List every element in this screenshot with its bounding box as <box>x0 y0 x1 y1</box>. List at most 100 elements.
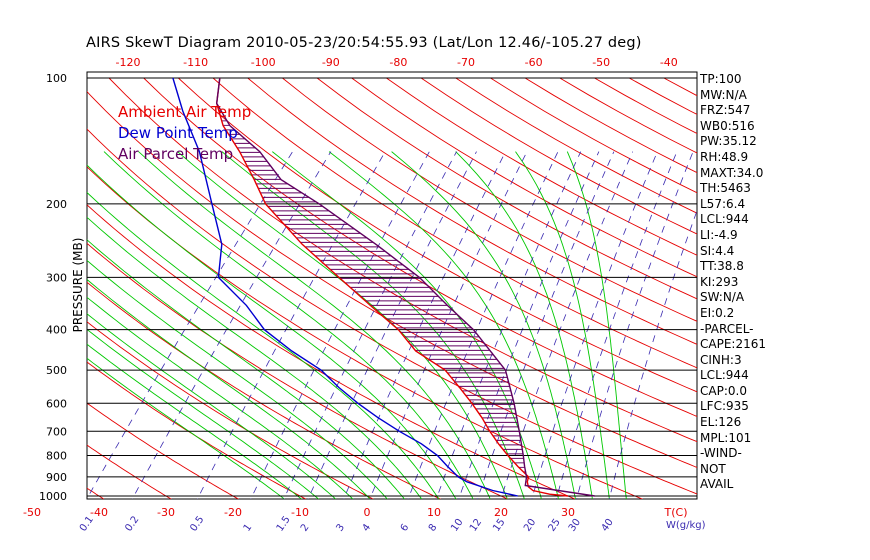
bottom-temp-unit: T(C) <box>664 506 688 519</box>
dry-adiabat-line <box>455 77 697 214</box>
dry-adiabat-line <box>0 78 45 505</box>
top-temp-tick-label: -70 <box>457 56 475 69</box>
stability-index-item: SI:4.4 <box>700 243 735 258</box>
bottom-temp-tick-label: 0 <box>364 506 371 519</box>
dry-adiabat-line <box>87 90 697 468</box>
dry-adiabat-line <box>87 361 307 499</box>
dry-adiabat-line <box>282 77 697 322</box>
stability-index-item: TH:5463 <box>700 181 751 196</box>
stability-index-item: NOT <box>700 461 726 476</box>
mixing-ratio-tick-label: 15 <box>491 517 507 534</box>
pressure-tick-label: 600 <box>46 397 67 410</box>
top-temp-tick-label: -40 <box>660 56 678 69</box>
dry-adiabat-line <box>87 204 577 499</box>
dry-adiabat-line <box>386 77 697 256</box>
stability-index-item: -PARCEL- <box>700 321 754 336</box>
dry-adiabat-line <box>247 77 697 345</box>
top-temp-tick-label: -110 <box>183 56 208 69</box>
dry-adiabat-line <box>177 77 697 393</box>
pressure-tick-label: 100 <box>46 72 67 85</box>
top-temp-tick-label: -120 <box>116 56 141 69</box>
legend-ambient: Ambient Air Temp <box>118 103 251 121</box>
bottom-temp-tick-label: 20 <box>494 506 508 519</box>
stability-index-item: MW:N/A <box>700 87 747 102</box>
dry-adiabat-line <box>108 77 697 443</box>
mixing-ratio-tick-label: 2 <box>299 522 312 534</box>
stability-index-item: CAPE:2161 <box>700 337 766 352</box>
mixing-ratio-tick-label: 0.5 <box>188 514 206 533</box>
top-temp-tick-label: -100 <box>251 56 276 69</box>
stability-index-item: FRZ:547 <box>700 103 751 118</box>
pressure-tick-label: 500 <box>46 364 67 377</box>
stability-index-item: TP:100 <box>700 72 742 86</box>
stability-index-item: WB0:516 <box>700 118 755 133</box>
legend-dewpoint: Dew Point Temp <box>118 124 238 142</box>
pressure-tick-label: 1000 <box>39 490 67 503</box>
stability-index-item: L57:6.4 <box>700 196 746 211</box>
bottom-temp-tick-label: -50 <box>23 506 41 519</box>
plot-frame <box>86 71 698 500</box>
stability-index-item: AVAIL <box>700 477 734 492</box>
top-temp-tick-label: -90 <box>322 56 340 69</box>
mixing-ratio-line <box>477 151 615 499</box>
dry-adiabat-line <box>524 77 697 174</box>
dry-adiabat-line <box>143 77 697 417</box>
chart-title: AIRS SkewT Diagram 2010-05-23/20:54:55.9… <box>86 35 642 51</box>
pressure-tick-label: 400 <box>46 324 67 337</box>
stability-index-item: MPL:101 <box>700 430 752 445</box>
dry-adiabat-line <box>87 281 442 499</box>
dry-adiabat-line <box>316 77 697 300</box>
mixing-ratio-tick-label: 8 <box>427 522 440 534</box>
stability-index-item: MAXT:34.0 <box>700 165 764 180</box>
moist-adiabat-line <box>87 357 286 499</box>
dry-adiabat-line <box>768 78 870 505</box>
stability-index-item: LCL:944 <box>700 212 749 227</box>
bottom-temp-tick-label: 10 <box>427 506 441 519</box>
dry-adiabat-line <box>87 444 172 499</box>
mixing-ratio-line <box>458 151 600 499</box>
mixing-ratio-tick-label: 4 <box>361 522 374 534</box>
stability-index-item: PW:35.12 <box>700 134 757 149</box>
stability-index-item: EL:126 <box>700 415 742 430</box>
dry-adiabat-line <box>351 77 697 278</box>
stability-index-item: CAP:0.0 <box>700 383 747 398</box>
stability-index-item: LI:-4.9 <box>700 227 738 242</box>
pressure-tick-label: 300 <box>46 271 67 284</box>
stability-index-item: SW:N/A <box>700 290 745 305</box>
bottom-temp-tick-label: -40 <box>90 506 108 519</box>
mixing-ratio-tick-label: 10 <box>449 517 465 534</box>
mixing-ratio-line <box>576 151 694 499</box>
pressure-tick-label: 900 <box>46 471 67 484</box>
stability-index-item: KI:293 <box>700 274 739 289</box>
mixing-ratio-tick-label: 0.2 <box>123 514 141 533</box>
mixing-ratio-line <box>196 151 386 499</box>
dry-adiabat-line <box>87 402 240 499</box>
legend-parcel: Air Parcel Temp <box>118 145 233 163</box>
stability-index-item: CINH:3 <box>700 352 742 367</box>
dry-adiabat-line <box>420 77 697 235</box>
top-temp-tick-label: -80 <box>389 56 407 69</box>
mixing-ratio-line <box>531 151 658 499</box>
mixing-ratio-tick-label: 3 <box>334 522 347 534</box>
stability-indices-panel: TP:100 MW:N/A FRZ:547 WB0:516 PW:35.12 RH:48.… <box>700 72 766 493</box>
top-temp-tick-label: -60 <box>525 56 543 69</box>
mixing-ratio-line <box>87 151 293 499</box>
bottom-temp-tick-label: -20 <box>224 506 242 519</box>
ambient-temp-line <box>215 77 569 497</box>
mixing-ratio-tick-label: 20 <box>522 517 538 534</box>
bottom-temp-tick-label: 30 <box>561 506 575 519</box>
stability-index-item: -WIND- <box>700 446 742 461</box>
mixing-ratio-tick-label: 12 <box>468 517 484 534</box>
stability-index-item: LCL:944 <box>700 368 749 383</box>
pressure-tick-label: 800 <box>46 449 67 462</box>
top-temp-tick-label: -50 <box>592 56 610 69</box>
pressure-tick-label: 700 <box>46 425 67 438</box>
bottom-temp-tick-label: -10 <box>291 506 309 519</box>
dewpoint-temp-line <box>172 77 518 497</box>
y-axis-label: PRESSURE (MB) <box>71 238 85 333</box>
mixing-ratio-tick-label: 40 <box>600 517 616 534</box>
mixing-ratio-tick-label: 1 <box>242 522 255 534</box>
stability-index-item: TT:38.8 <box>700 259 744 274</box>
bottom-temp-tick-label: -30 <box>157 506 175 519</box>
